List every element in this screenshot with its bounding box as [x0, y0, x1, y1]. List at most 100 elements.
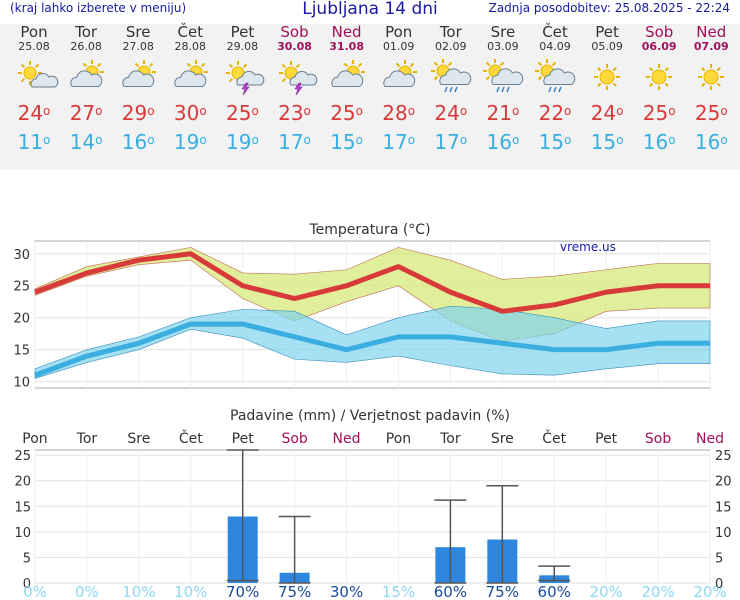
day-date: 27.08 [122, 40, 154, 53]
temp-max: 23o [278, 101, 311, 125]
precip-probability: 15% [382, 583, 415, 600]
precip-day-label: Čet [179, 429, 203, 447]
precip-probability: 70% [226, 583, 259, 600]
day-date: 06.09 [641, 40, 677, 53]
precip-day-label: Pet [232, 431, 255, 447]
precip-probability: 20% [641, 583, 674, 600]
precip-ytick-left: 10 [14, 526, 31, 541]
temp-min: 17o [434, 130, 468, 154]
cloud-sun-icon [174, 60, 209, 87]
day-column: Sob 06.09 25o 16o [633, 23, 685, 155]
precip-day-label: Pet [595, 431, 618, 447]
cloud-sun-icon [70, 60, 105, 87]
precip-ytick-left: 15 [14, 500, 31, 515]
day-date: 03.09 [487, 40, 519, 53]
precip-ytick-left: 5 [23, 551, 31, 566]
precip-day-label: Sre [127, 431, 150, 447]
day-date: 05.09 [591, 40, 623, 53]
temp-min: 17o [278, 130, 311, 154]
day-column: Sob 30.08 23o 17o [269, 24, 321, 154]
temp-max: 24o [17, 101, 51, 125]
temp-max: 22o [538, 101, 572, 125]
temp-max: 24o [590, 101, 624, 125]
day-column: Sre 03.09 21o 16o [477, 24, 529, 154]
rain-sun-icon [430, 59, 471, 93]
temp-min: 16o [642, 130, 676, 154]
precip-day-label: Sre [491, 431, 514, 447]
day-date: 07.09 [693, 40, 729, 53]
temp-min: 19o [173, 130, 207, 154]
temperature-chart-title: Temperatura (°C) [308, 222, 430, 238]
day-name: Pet [595, 23, 619, 41]
cloud-sun-icon [383, 60, 417, 87]
precip-ytick-right: 10 [715, 526, 732, 541]
temp-max: 21o [486, 101, 520, 125]
day-name: Sob [280, 23, 309, 41]
watermark: vreme.us [560, 240, 616, 254]
precip-probability: 10% [174, 583, 207, 600]
precip-probability: 0% [75, 583, 99, 600]
temp-min: 14o [69, 130, 103, 154]
temp-min: 16o [121, 130, 155, 154]
rain-sun-icon [482, 59, 524, 93]
temp-max: 30o [173, 101, 207, 125]
day-column: Čet 28.08 30o 19o [164, 24, 216, 154]
precip-day-label: Pon [386, 431, 411, 447]
sun-icon [698, 64, 725, 90]
day-date: 28.08 [174, 40, 207, 53]
day-name: Sob [645, 23, 674, 41]
day-column: Pon 01.09 28o 17o [373, 24, 425, 154]
max-temp-line [34, 251, 710, 314]
precip-probability: 75% [278, 583, 311, 600]
precip-chart-title: Padavine (mm) / Verjetnost padavin (%) [230, 408, 510, 424]
precip-probability: 75% [486, 583, 519, 600]
day-date: 04.09 [539, 40, 571, 53]
thunder-sun-icon [226, 61, 265, 95]
day-date: 30.08 [277, 40, 312, 53]
precip-day-label: Tor [439, 431, 461, 447]
precip-probability: 20% [589, 583, 622, 600]
temp-max: 29o [121, 101, 155, 125]
temp-ytick: 15 [13, 344, 30, 359]
sun-icon [646, 64, 673, 90]
last-update: Zadnja posodobitev: 25.08.2025 - 22:24 [488, 1, 730, 15]
daily-forecast: Pon 25.08 24o 11o Tor 26.08 27o 14o Sre 27.08 2… [0, 24, 740, 170]
min-temp-line [34, 321, 710, 378]
precip-ytick-left: 20 [14, 475, 31, 490]
day-name: Pon [385, 23, 413, 41]
precip-probability: 60% [434, 583, 467, 600]
temp-ytick: 30 [13, 248, 30, 263]
precip-day-label: Pon [22, 431, 47, 447]
precip-day-label: Sob [281, 431, 307, 447]
precip-ytick-right: 15 [715, 500, 732, 515]
temp-max: 25o [642, 101, 676, 125]
day-column: Čet 04.09 22o 15o [529, 24, 581, 154]
day-name: Čet [177, 23, 204, 41]
precip-probability: 10% [122, 583, 155, 600]
precip-ytick-right: 0 [715, 577, 723, 592]
rain-sun-icon [535, 59, 576, 93]
temp-max: 25o [330, 101, 363, 125]
temp-max: 25o [225, 101, 259, 125]
day-column: Tor 26.08 27o 14o [60, 24, 112, 154]
precip-ytick-right: 25 [715, 449, 732, 464]
precip-probability: 60% [538, 583, 571, 600]
precip-error-bar [226, 449, 259, 582]
precip-probability: 30% [330, 583, 363, 600]
precip-error-bar [538, 565, 571, 582]
cloud-sun-icon [122, 60, 157, 87]
temp-max: 27o [69, 101, 103, 125]
precip-probability: 20% [693, 583, 726, 600]
temp-min: 17o [382, 130, 416, 154]
day-column: Pet 05.09 24o 15o [581, 23, 633, 155]
day-column: Sre 27.08 29o 16o [112, 24, 164, 154]
day-name: Pon [20, 23, 48, 41]
cloud-sun-icon [330, 60, 365, 87]
day-column: Ned 31.08 25o 15o [321, 24, 373, 154]
day-date: 25.08 [18, 40, 50, 53]
temp-ytick: 10 [13, 376, 30, 391]
precip-day-label: Ned [333, 431, 361, 447]
day-name: Sre [490, 23, 516, 41]
day-date: 02.09 [435, 40, 467, 53]
